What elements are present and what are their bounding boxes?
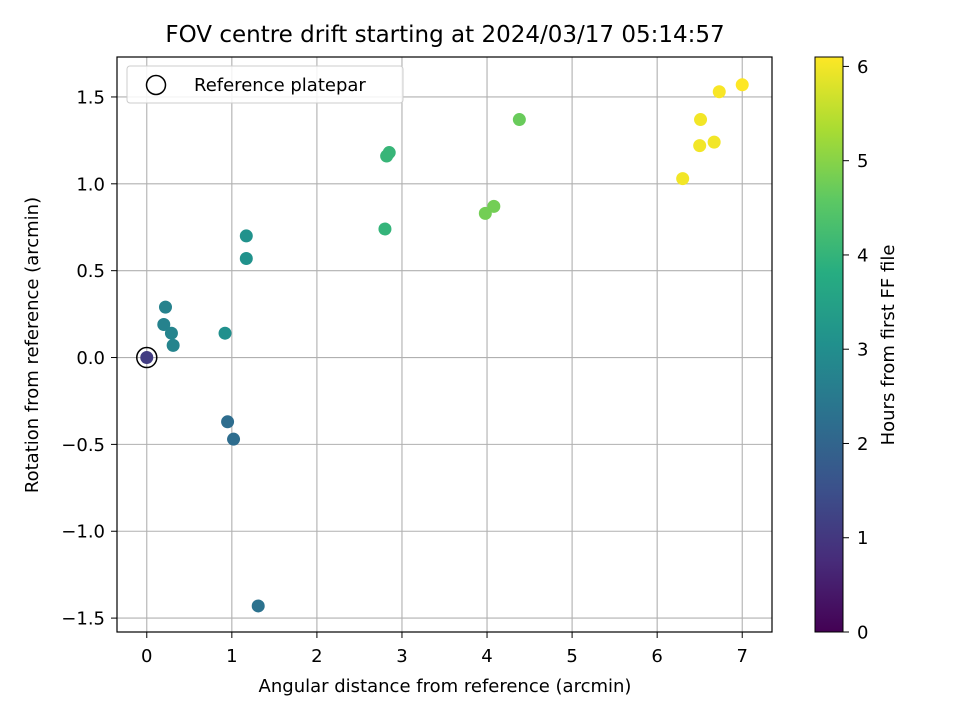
colorbar-tick-label-1: 1 (857, 528, 868, 549)
data-point-11 (378, 222, 392, 236)
colorbar-gradient (814, 56, 844, 633)
x-tick-label-1: 1 (226, 646, 237, 667)
data-point-19 (694, 113, 708, 127)
x-tick-label-5: 5 (566, 646, 577, 667)
data-point-5 (157, 318, 171, 332)
y-tick-label-0: −1.5 (61, 609, 105, 630)
legend-entry-label: Reference platepar (194, 75, 366, 96)
x-tick-label-6: 6 (651, 646, 662, 667)
grid-lines (117, 57, 772, 632)
legend-marker-icon (145, 74, 167, 96)
colorbar-tick-label-5: 5 (857, 151, 868, 172)
data-point-4 (158, 300, 172, 314)
chart-title: FOV centre drift starting at 2024/03/17 … (165, 22, 724, 48)
data-point-16 (512, 113, 526, 127)
data-point-10 (239, 252, 253, 266)
x-tick-label-4: 4 (481, 646, 492, 667)
data-point-22 (735, 78, 749, 92)
y-tick-label-3: 0.0 (76, 348, 105, 369)
colorbar-label: Hours from first FF file (878, 245, 899, 446)
colorbar-tick-label-4: 4 (857, 245, 868, 266)
legend-box (126, 65, 404, 104)
data-point-7 (166, 338, 180, 352)
colorbar-tick-label-2: 2 (857, 434, 868, 455)
x-tick-label-3: 3 (396, 646, 407, 667)
colorbar-ticks: 0 1 2 3 4 5 6 (843, 57, 868, 644)
data-point-17 (676, 172, 690, 186)
y-tick-label-1: −1.0 (61, 522, 105, 543)
data-point-13 (382, 146, 396, 160)
y-tick-label-5: 1.0 (76, 174, 105, 195)
x-tick-label-7: 7 (737, 646, 748, 667)
x-tick-label-0: 0 (141, 646, 152, 667)
data-point-9 (239, 229, 253, 243)
colorbar: 0 1 2 3 4 5 6 Hours from first FF file (814, 56, 899, 644)
y-tick-label-2: −0.5 (61, 435, 105, 456)
reference-marker (136, 346, 158, 369)
reference-platepar-marker (136, 346, 158, 369)
colorbar-tick-label-6: 6 (857, 57, 868, 78)
y-tick-label-6: 1.5 (76, 87, 105, 108)
data-point-18 (693, 139, 707, 153)
data-point-15 (487, 199, 501, 213)
legend: Reference platepar (126, 65, 404, 104)
x-tick-label-2: 2 (311, 646, 322, 667)
colorbar-tick-label-0: 0 (857, 623, 868, 644)
data-points (140, 78, 749, 613)
data-point-6 (164, 326, 178, 340)
data-point-21 (712, 85, 726, 99)
x-axis-ticks: 0 1 2 3 4 5 6 7 (141, 632, 748, 667)
data-point-20 (707, 135, 721, 149)
data-point-8 (218, 326, 232, 340)
data-point-2 (227, 432, 241, 446)
colorbar-tick-label-3: 3 (857, 340, 868, 361)
data-point-3 (251, 599, 265, 613)
plot-frame (116, 56, 773, 633)
data-point-1 (221, 415, 235, 429)
data-point-0 (140, 351, 154, 365)
x-axis-label: Angular distance from reference (arcmin) (259, 676, 632, 697)
y-axis-label: Rotation from reference (arcmin) (22, 197, 43, 493)
y-tick-label-4: 0.5 (76, 261, 105, 282)
y-axis-ticks: −1.5 −1.0 −0.5 0.0 0.5 1.0 1.5 (61, 87, 117, 630)
